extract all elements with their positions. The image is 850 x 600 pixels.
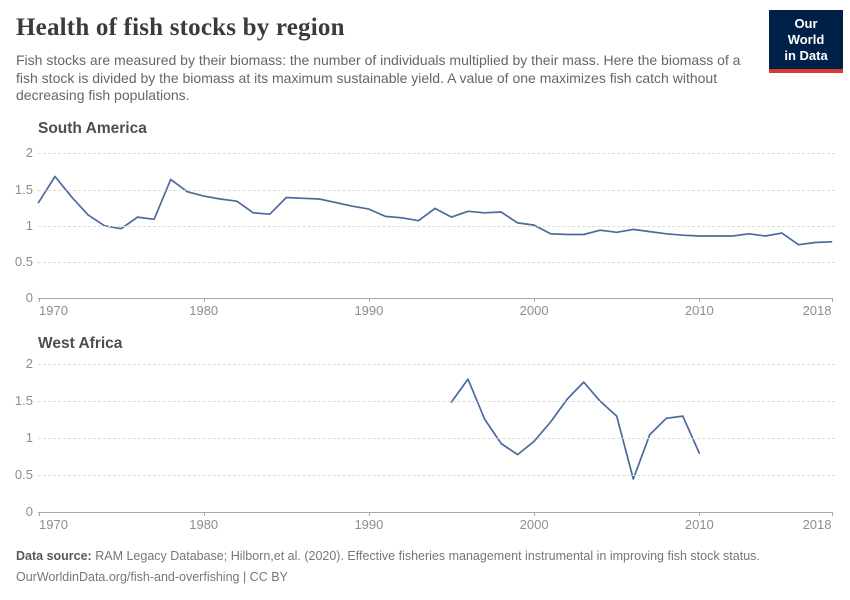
- y-axis-tick-label: 1.5: [14, 181, 33, 197]
- gridline: [38, 189, 835, 191]
- y-axis-tick-label: 0: [25, 290, 33, 306]
- gridline: [38, 475, 835, 477]
- x-axis-tick-label: 1970: [39, 303, 68, 319]
- chart-title-west-africa: West Africa: [38, 335, 123, 352]
- owid-logo-line2: in Data: [784, 48, 828, 63]
- owid-logo-line1: Our World: [787, 16, 825, 47]
- y-axis-tick-label: 1.5: [14, 393, 33, 409]
- x-axis-tick-label: 2000: [519, 517, 549, 533]
- gridline: [38, 153, 835, 155]
- x-axis-line: [38, 512, 832, 514]
- data-source-label: Data source:: [16, 549, 92, 563]
- y-axis-tick-label: 1: [25, 217, 33, 233]
- x-axis-tick-label: 1980: [189, 517, 219, 533]
- x-axis-tick-label: 1990: [354, 303, 384, 319]
- gridline: [38, 401, 835, 403]
- y-axis-tick-label: 2: [25, 145, 33, 161]
- x-axis-tick: [534, 512, 536, 517]
- data-line-west-africa: [450, 378, 701, 480]
- gridline: [38, 262, 835, 264]
- footer-link[interactable]: OurWorldinData.org/fish-and-overfishing …: [16, 570, 288, 584]
- data-source-text: RAM Legacy Database; Hilborn,et al. (202…: [91, 549, 760, 563]
- chart-title-south-america: South America: [38, 120, 147, 137]
- x-axis-tick: [831, 512, 833, 517]
- x-axis-tick: [38, 512, 40, 517]
- x-axis-tick: [534, 298, 536, 303]
- x-axis-tick-label: 1980: [189, 303, 219, 319]
- x-axis-tick-label: 1970: [39, 517, 68, 533]
- y-axis-tick-label: 0: [25, 504, 33, 520]
- y-axis-tick-label: 1: [25, 430, 33, 446]
- data-source-line: Data source: RAM Legacy Database; Hilbor…: [16, 548, 826, 564]
- x-axis-tick-label: 2010: [684, 303, 714, 319]
- x-axis-tick: [368, 512, 370, 517]
- y-axis-tick-label: 0.5: [14, 467, 33, 483]
- x-axis-tick-label: 1990: [354, 517, 384, 533]
- x-axis-tick-label: 2000: [519, 303, 549, 319]
- data-line-south-america: [37, 175, 833, 246]
- gridline: [38, 225, 835, 227]
- footer: Data source: RAM Legacy Database; Hilbor…: [16, 548, 826, 585]
- x-axis-tick: [699, 298, 701, 303]
- page-title: Health of fish stocks by region: [16, 14, 345, 41]
- x-axis-tick-label: 2010: [684, 517, 714, 533]
- gridline: [38, 438, 835, 440]
- x-axis-line: [38, 298, 832, 300]
- x-axis-tick: [831, 298, 833, 303]
- y-axis-tick-label: 2: [25, 356, 33, 372]
- x-axis-tick: [38, 298, 40, 303]
- gridline: [38, 364, 835, 366]
- y-axis-tick-label: 0.5: [14, 254, 33, 270]
- owid-logo[interactable]: Our World in Data: [769, 10, 843, 73]
- x-axis-tick: [203, 512, 205, 517]
- x-axis-tick-label: 2018: [802, 303, 832, 319]
- page-subtitle: Fish stocks are measured by their biomas…: [16, 52, 741, 103]
- x-axis-tick: [203, 298, 205, 303]
- x-axis-tick: [368, 298, 370, 303]
- x-axis-tick: [699, 512, 701, 517]
- x-axis-tick-label: 2018: [802, 517, 832, 533]
